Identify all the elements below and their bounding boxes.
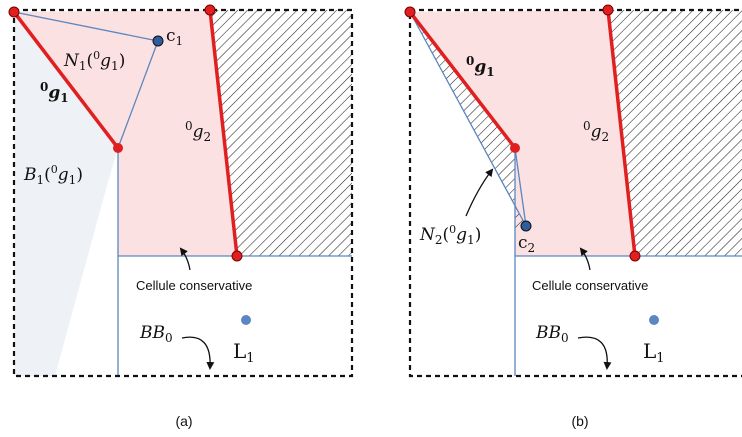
label-c1: c1 — [166, 26, 183, 48]
node-a-3 — [204, 4, 216, 16]
label-edge-g2-a: 0g2 — [185, 119, 211, 144]
label-edge-g1-a: 0g1 — [40, 80, 69, 105]
label-landmark-l1-a: L1 — [233, 339, 255, 366]
caption-a: (a) — [175, 413, 192, 429]
node-b-3 — [602, 4, 614, 16]
edge-g1-b — [408, 10, 517, 150]
node-a-2 — [113, 143, 123, 153]
region-b1-shadow — [14, 12, 118, 376]
edge-g2-b — [606, 9, 637, 257]
edge-g1-a — [12, 10, 120, 150]
free-region-b — [410, 10, 635, 256]
landmark-l1-b — [649, 315, 659, 325]
label-bb0-a: BB0 — [139, 323, 173, 345]
label-landmark-l1-b: L1 — [643, 339, 665, 366]
hatched-region-b-right — [608, 10, 742, 256]
caption-b: (b) — [571, 413, 588, 429]
edge-g2-a — [208, 9, 239, 257]
node-b-1 — [404, 6, 416, 18]
point-c2 — [520, 220, 532, 232]
panel-b: c2 0g1 0g2 N2(0g1) Cellule conservative … — [404, 4, 742, 429]
label-conservative-cell-a: Cellule conservative — [136, 278, 252, 293]
panel-a: c1 N1(0g1) 0g1 0g2 B1(0g1) Cellule conse… — [8, 4, 354, 429]
label-edge-g2-b: 0g2 — [583, 119, 609, 144]
label-conservative-cell-b: Cellule conservative — [532, 278, 648, 293]
arrow-conservative-cell-a — [179, 247, 191, 271]
arrow-conservative-cell-b — [579, 247, 591, 271]
label-region-b1: B1(0g1) — [23, 163, 83, 187]
label-c2: c2 — [518, 233, 535, 255]
node-b-4 — [629, 250, 641, 262]
arrow-bb0-a — [181, 336, 215, 370]
label-edge-g1-b: 0g1 — [466, 54, 495, 79]
node-a-1 — [8, 6, 20, 18]
node-b-2 — [510, 143, 520, 153]
bounding-frame-a — [12, 8, 354, 378]
node-a-4 — [231, 250, 243, 262]
landmark-l1-a — [241, 315, 251, 325]
free-region-a — [14, 10, 237, 256]
label-neighborhood-n1: N1(0g1) — [63, 49, 125, 73]
point-c1 — [152, 35, 164, 47]
label-bb0-b: BB0 — [535, 323, 569, 345]
hatched-region-a — [210, 10, 352, 256]
label-neighborhood-n2: N2(0g1) — [419, 223, 481, 247]
arrow-neighborhood-n2 — [465, 168, 494, 217]
arrow-bb0-b — [577, 336, 612, 370]
